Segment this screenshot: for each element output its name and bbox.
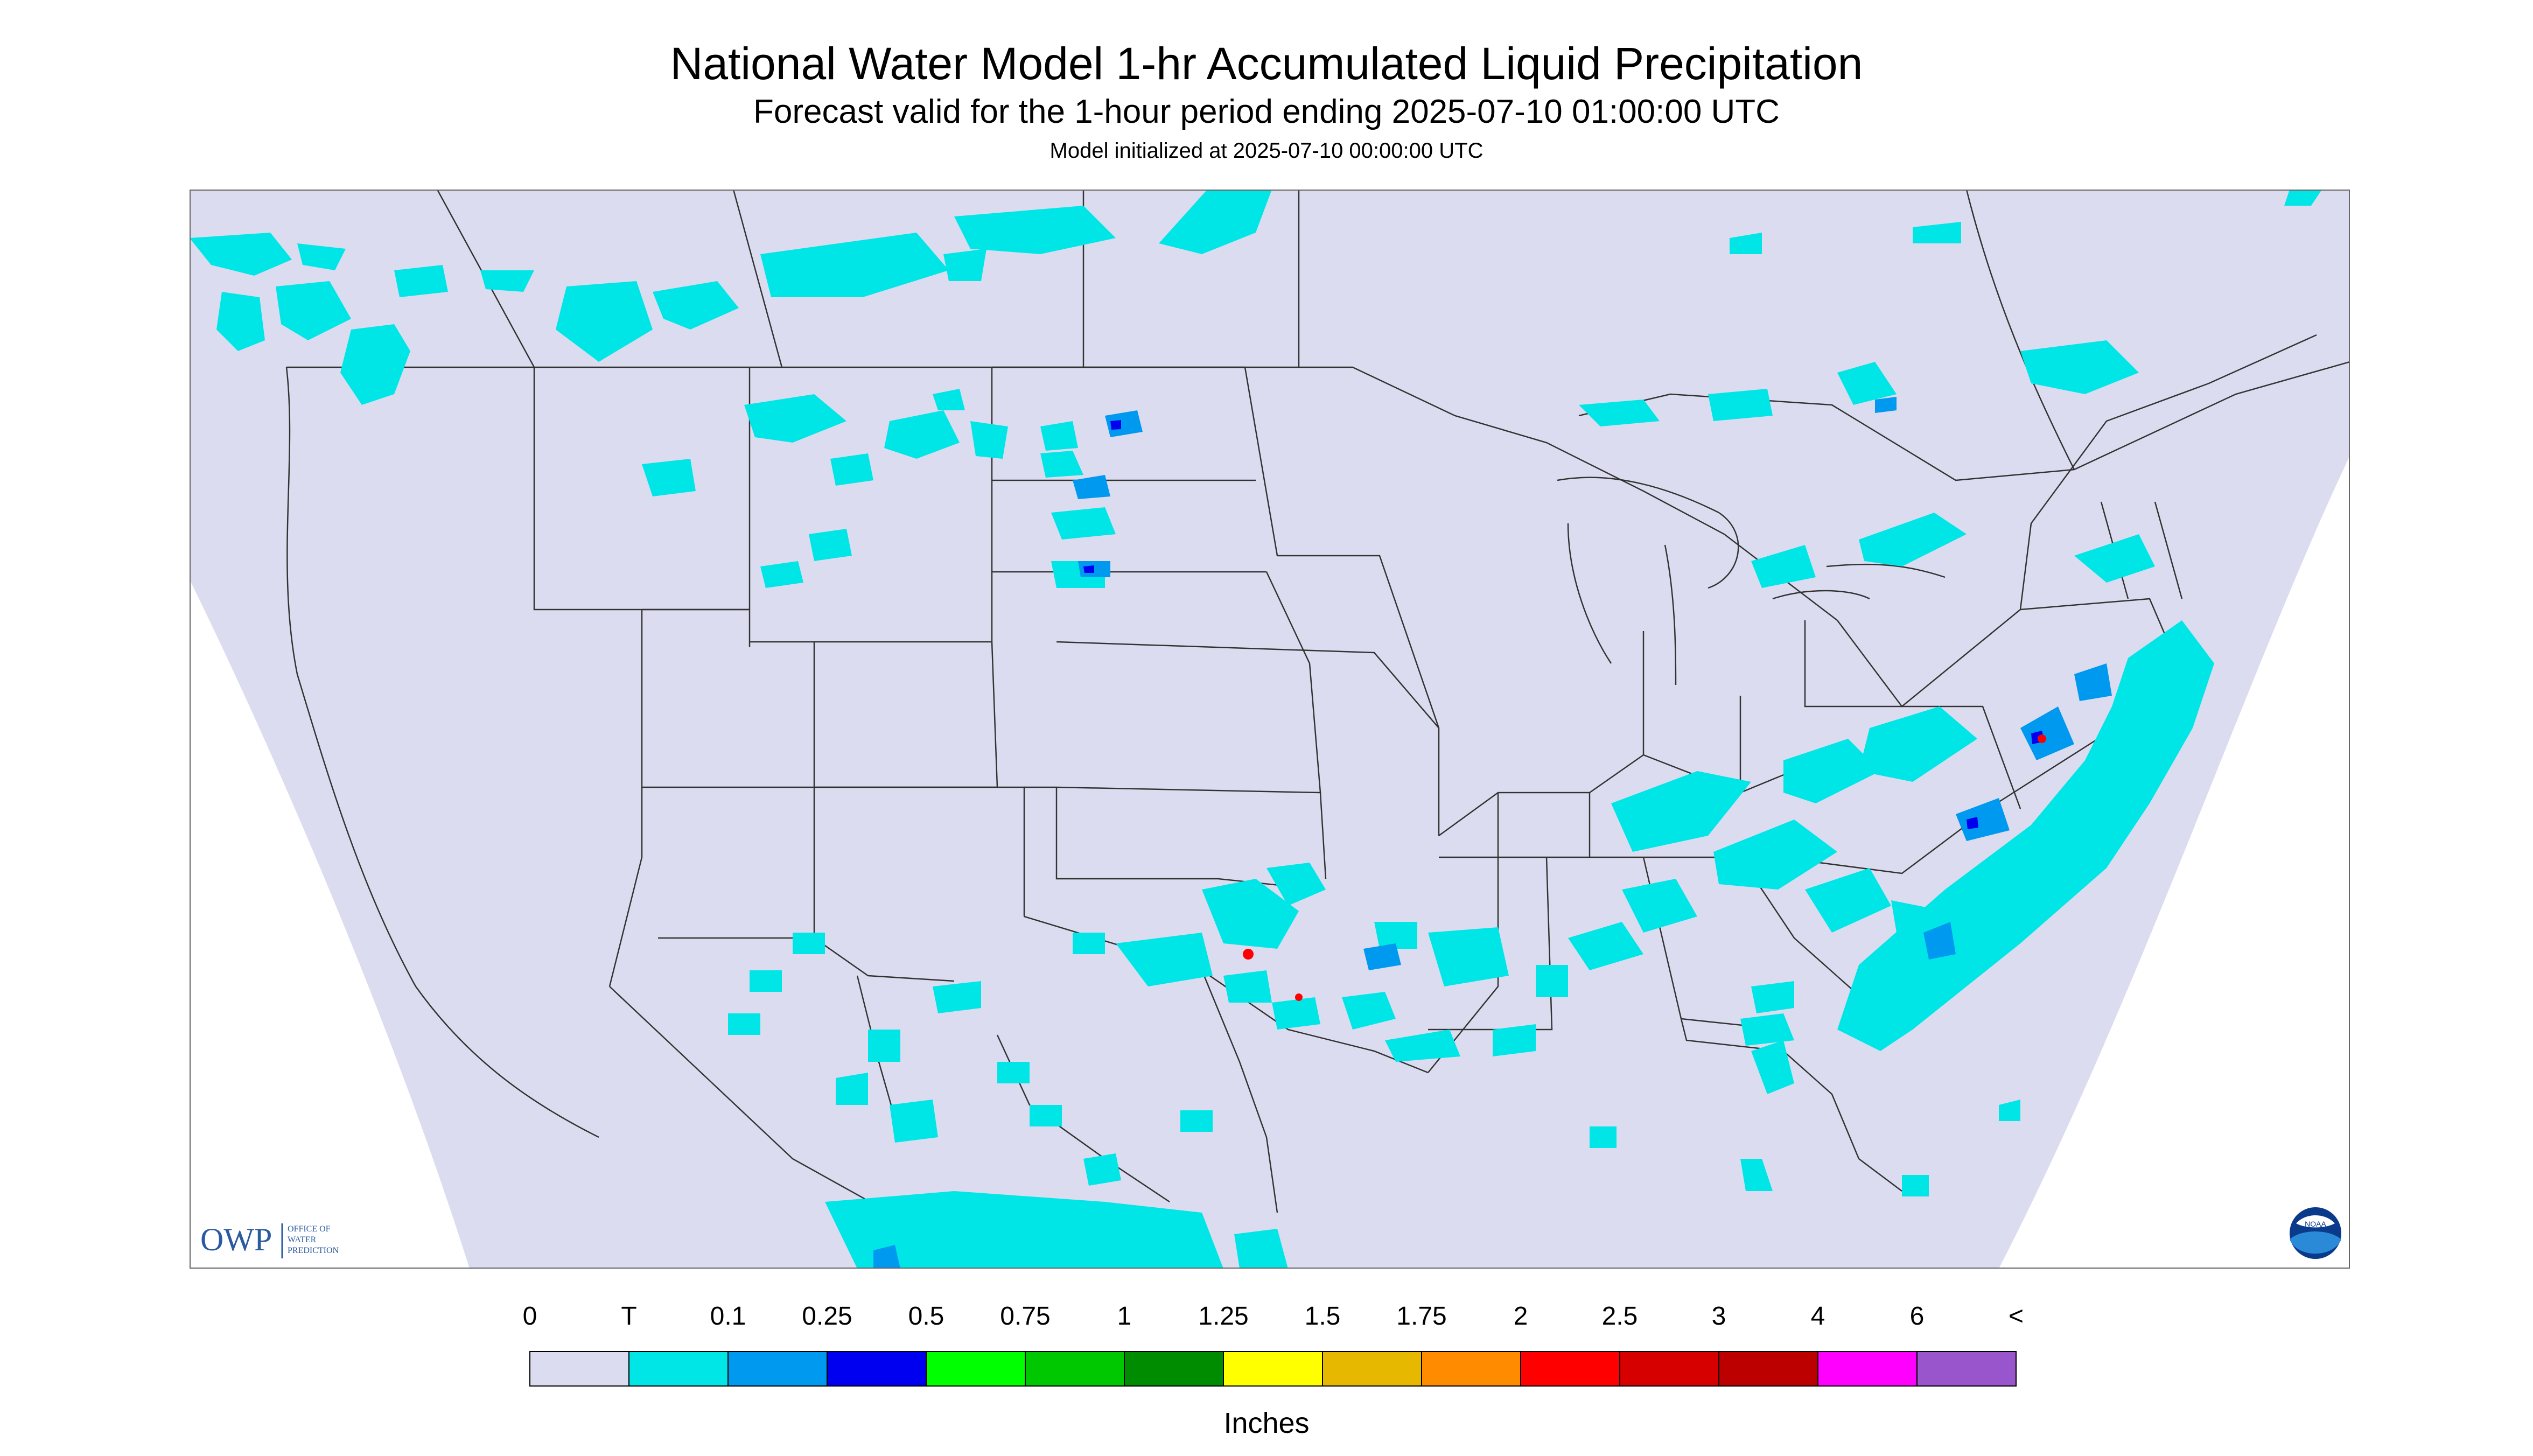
legend-swatch-14 bbox=[1916, 1351, 2017, 1387]
legend-label-12: 3 bbox=[1712, 1302, 1726, 1331]
legend-units: Inches bbox=[1223, 1407, 1310, 1439]
owp-text-line-3: PREDICTION bbox=[288, 1246, 339, 1255]
legend-label-5: 0.75 bbox=[1000, 1302, 1050, 1331]
legend-labels: 0 T 0.1 0.25 0.5 0.75 1 1.25 1.5 1.75 2 2.5 3 4 6 < bbox=[523, 1302, 2024, 1331]
political-boundaries bbox=[285, 190, 2350, 1269]
precip-moderate bbox=[1083, 420, 2045, 829]
owp-logo: OWP OFFICE OF WATER PREDICTION bbox=[200, 1222, 339, 1258]
legend-label-9: 1.75 bbox=[1396, 1302, 1446, 1331]
owp-text-line-2: WATER bbox=[288, 1235, 317, 1244]
noaa-logo: NOAA bbox=[2290, 1207, 2341, 1259]
legend-label-4: 0.5 bbox=[908, 1302, 944, 1331]
legend-label-14: 6 bbox=[1910, 1302, 1925, 1331]
legend-swatch-7 bbox=[1223, 1351, 1323, 1387]
legend-swatch-4 bbox=[926, 1351, 1026, 1387]
domain-mask-left bbox=[190, 579, 470, 1269]
legend-swatch-6 bbox=[1124, 1351, 1224, 1387]
legend-label-15: < bbox=[2009, 1302, 2024, 1331]
precip-light bbox=[873, 397, 2112, 1269]
legend-label-7: 1.25 bbox=[1198, 1302, 1248, 1331]
map-title: National Water Model 1-hr Accumulated Li… bbox=[670, 38, 1863, 89]
legend-label-0: 0 bbox=[523, 1302, 537, 1331]
legend-label-1: T bbox=[621, 1302, 636, 1331]
map-border bbox=[190, 190, 2350, 1269]
legend-swatch-5 bbox=[1025, 1351, 1125, 1387]
model-init-time: Model initialized at 2025-07-10 00:00:00… bbox=[1049, 139, 1484, 163]
precip-trace bbox=[190, 190, 2322, 1269]
domain-mask-right bbox=[1999, 456, 2350, 1269]
legend-label-10: 2 bbox=[1514, 1302, 1528, 1331]
precipitation-map: OWP OFFICE OF WATER PREDICTION NOAA bbox=[190, 190, 2350, 1269]
legend-swatch-13 bbox=[1817, 1351, 1918, 1387]
legend-colorbar bbox=[529, 1351, 2017, 1387]
noaa-mark: NOAA bbox=[2305, 1220, 2326, 1228]
legend-swatch-9 bbox=[1421, 1351, 1521, 1387]
precip-legend: 0 T 0.1 0.25 0.5 0.75 1 1.25 1.5 1.75 2 2.5 3 4 6 < bbox=[523, 1302, 2024, 1387]
legend-swatch-0 bbox=[529, 1351, 629, 1387]
map-subtitle: Forecast valid for the 1-hour period end… bbox=[753, 93, 1780, 130]
legend-label-2: 0.1 bbox=[710, 1302, 746, 1331]
legend-swatch-11 bbox=[1619, 1351, 1719, 1387]
legend-label-11: 2.5 bbox=[1602, 1302, 1638, 1331]
owp-text-line-1: OFFICE OF bbox=[288, 1224, 331, 1234]
legend-swatch-3 bbox=[827, 1351, 927, 1387]
legend-swatch-10 bbox=[1520, 1351, 1620, 1387]
legend-label-8: 1.5 bbox=[1305, 1302, 1341, 1331]
legend-swatch-12 bbox=[1718, 1351, 1818, 1387]
legend-swatch-2 bbox=[727, 1351, 828, 1387]
legend-label-3: 0.25 bbox=[802, 1302, 852, 1331]
legend-label-6: 1 bbox=[1117, 1302, 1132, 1331]
precip-heavy bbox=[1243, 734, 2046, 1001]
legend-label-13: 4 bbox=[1811, 1302, 1825, 1331]
owp-mark: OWP bbox=[200, 1222, 272, 1257]
legend-swatch-1 bbox=[628, 1351, 729, 1387]
map-frame bbox=[190, 190, 2350, 1269]
legend-swatch-8 bbox=[1322, 1351, 1422, 1387]
